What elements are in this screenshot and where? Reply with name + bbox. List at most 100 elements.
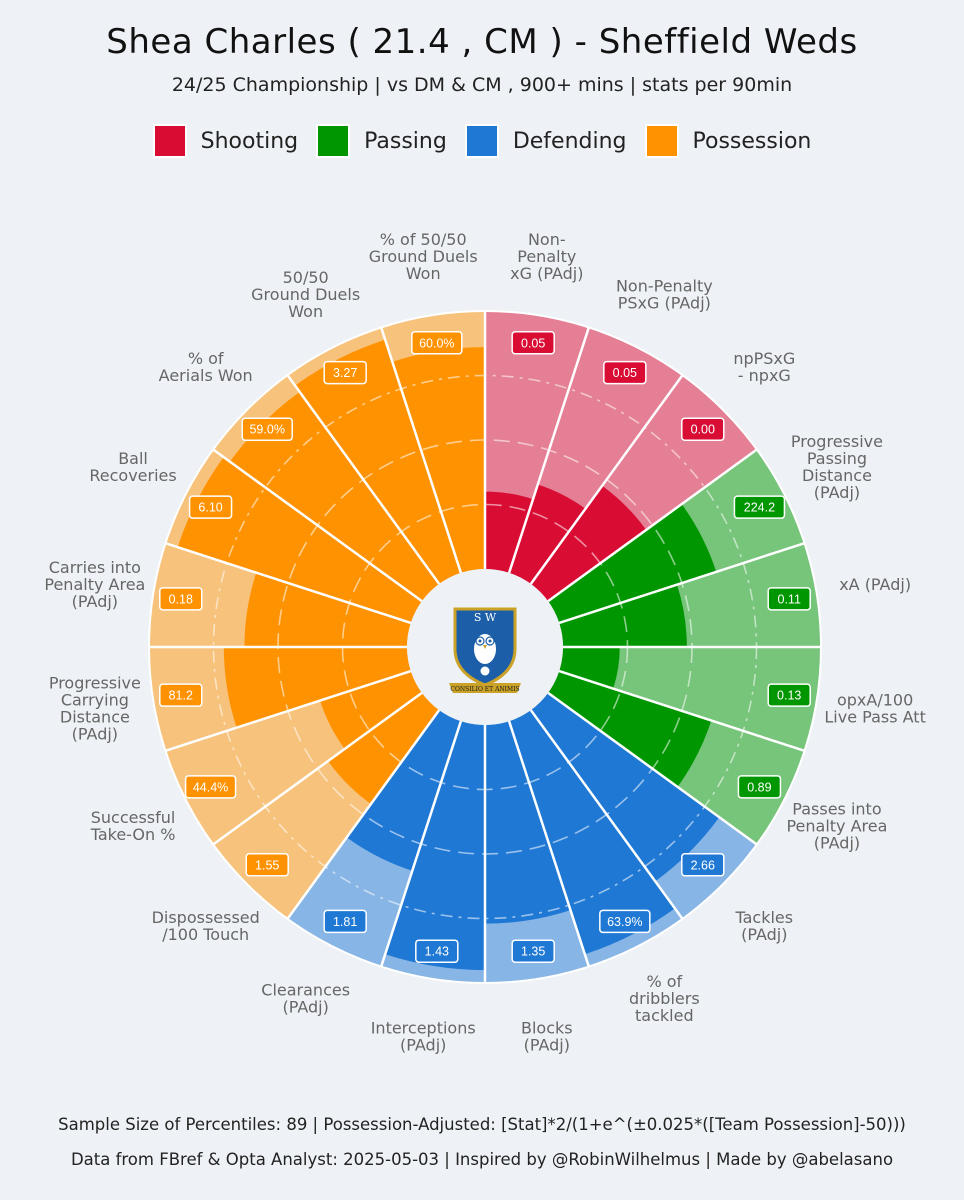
bar-ball-recoveries <box>177 457 422 623</box>
value-label-carries-into-penalty-area-padj: 0.18 <box>169 592 193 606</box>
bar-of-aerials-won <box>229 391 440 602</box>
bar-opxa-100-live-pass-att <box>559 647 620 689</box>
divider-line <box>507 720 591 967</box>
divider-line <box>558 541 805 625</box>
value-box-clearances-padj <box>323 909 367 934</box>
legend-swatch-passing <box>316 124 351 158</box>
chart-subtitle: 24/25 Championship | vs DM & CM , 900+ m… <box>171 74 793 96</box>
value-box-of-50-50-ground-duels-won <box>411 331 463 355</box>
metric-label-opxa-100-live-pass-att: opxA/100 Live Pass Att <box>824 690 925 726</box>
value-label-of-dribblers-tackled: 63.9% <box>607 915 642 929</box>
value-box-of-dribblers-tackled <box>599 909 651 934</box>
divider-line <box>547 691 758 846</box>
bar-clearances-padj <box>346 710 461 871</box>
percentile-bars <box>177 339 720 971</box>
metric-label-successful-take-on: Successful Take-On % <box>90 808 176 844</box>
value-label-of-50-50-ground-duels-won: 60.0% <box>419 336 454 350</box>
value-label-50-50-ground-duels-won: 3.27 <box>333 366 357 380</box>
value-label-interceptions-padj: 1.43 <box>425 945 449 959</box>
bar-interceptions-padj <box>385 721 485 971</box>
bar-dispossessed-100-touch <box>327 692 440 805</box>
legend-swatch-possession <box>644 124 679 158</box>
legend: Shooting Passing Defending Possession <box>0 124 964 158</box>
divider-line <box>558 669 805 753</box>
value-label-non-penalty-psxg-padj: 0.05 <box>613 366 637 380</box>
crest-monogram: S W <box>474 611 497 624</box>
value-box-opxa-100-live-pass-att <box>767 683 811 707</box>
metric-label-carries-into-penalty-area-padj: Carries into Penalty Area (PAdj) <box>44 558 145 611</box>
value-label-dispossessed-100-touch: 1.55 <box>255 858 279 872</box>
value-box-non-penalty-xg-padj <box>511 331 555 355</box>
bar-progressive-passing-distance-padj <box>548 504 717 623</box>
legend-label-shooting: Shooting <box>200 128 299 154</box>
metric-label-tackles-padj: Tackles (PAdj) <box>734 908 793 944</box>
value-label-ball-recoveries: 6.10 <box>198 501 222 515</box>
value-box-of-aerials-won <box>241 417 293 441</box>
legend-label-passing: Passing <box>364 128 447 154</box>
legend-item-possession: Possession <box>644 124 812 158</box>
bar-tackles-padj <box>530 692 720 882</box>
value-label-successful-take-on: 44.4% <box>193 780 228 794</box>
bar-of-dribblers-tackled <box>509 710 675 955</box>
value-box-nppsxg-npxg <box>681 417 725 441</box>
value-label-tackles-padj: 2.66 <box>691 858 715 872</box>
legend-swatch-defending <box>464 124 499 158</box>
divider-line <box>507 327 591 574</box>
value-label-progressive-passing-distance-padj: 224.2 <box>744 501 775 515</box>
legend-item-shooting: Shooting <box>152 124 299 158</box>
metric-label-of-aerials-won: % of Aerials Won <box>159 349 253 385</box>
divider-line <box>212 691 423 846</box>
value-box-non-penalty-psxg-padj <box>603 360 647 385</box>
divider-line <box>212 448 423 603</box>
bar-50-50-ground-duels-won <box>295 339 461 584</box>
value-box-progressive-passing-distance-padj <box>733 495 786 519</box>
club-crest-icon: S W CONSILIO ET ANIMIS <box>407 569 563 725</box>
legend-item-defending: Defending <box>464 124 627 158</box>
value-box-carries-into-penalty-area-padj <box>159 587 203 611</box>
metric-label-dispossessed-100-touch: Dispossessed/100 Touch <box>152 908 260 944</box>
value-label-of-aerials-won: 59.0% <box>249 423 284 437</box>
divider-line <box>165 669 412 753</box>
value-box-progressive-carrying-distance-padj <box>159 683 203 707</box>
metric-label-xa-padj: xA (PAdj) <box>839 575 911 594</box>
metric-label-progressive-carrying-distance-padj: Progressive Carrying Distance (PAdj) <box>49 673 141 743</box>
legend-label-defending: Defending <box>512 128 627 154</box>
bar-xa-padj <box>559 584 687 647</box>
bar-nppsxg-npxg <box>530 485 647 602</box>
value-box-successful-take-on <box>184 775 237 799</box>
value-label-nppsxg-npxg: 0.00 <box>691 423 715 437</box>
value-box-ball-recoveries <box>188 495 233 519</box>
sector-dividers <box>148 310 822 984</box>
value-box-interceptions-padj <box>415 939 459 963</box>
metric-label-50-50-ground-duels-won: 50/50 Ground Duels Won <box>251 268 360 321</box>
metric-label-ball-recoveries: Ball Recoveries <box>89 449 176 485</box>
value-box-dispossessed-100-touch <box>245 853 289 877</box>
crest-motto: CONSILIO ET ANIMIS <box>450 686 519 693</box>
legend-swatch-shooting <box>152 124 187 158</box>
legend-label-possession: Possession <box>692 128 812 154</box>
metric-label-non-penalty-xg-padj: Non-Penalty xG (PAdj) <box>510 230 583 283</box>
divider-line <box>547 448 758 603</box>
metric-label-blocks-padj: Blocks (PAdj) <box>521 1019 573 1055</box>
divider-line <box>286 709 441 920</box>
metric-label-of-50-50-ground-duels-won: % of 50/50 Ground Duels Won <box>369 230 478 283</box>
divider-line <box>529 709 684 920</box>
metric-label-clearances-padj: Clearances (PAdj) <box>261 980 350 1016</box>
metric-labels: Non-Penalty xG (PAdj) Non-Penalty PSxG (PAd… <box>44 230 925 1055</box>
value-label-non-penalty-xg-padj: 0.05 <box>521 336 545 350</box>
value-label-clearances-padj: 1.81 <box>333 915 357 929</box>
value-box-tackles-padj <box>681 853 725 877</box>
value-label-xa-padj: 0.11 <box>778 592 801 606</box>
value-label-passes-into-penalty-area-padj: 0.89 <box>747 780 771 794</box>
value-box-xa-padj <box>767 587 811 611</box>
bar-blocks-padj <box>485 721 571 924</box>
bar-successful-take-on <box>320 671 422 749</box>
divider-line <box>379 720 463 967</box>
footer-note-sample: Sample Size of Percentiles: 89 | Possess… <box>58 1115 906 1134</box>
metric-label-interceptions-padj: Interceptions (PAdj) <box>371 1019 476 1055</box>
value-box-50-50-ground-duels-won <box>323 360 367 385</box>
bar-non-penalty-xg-padj <box>485 491 534 573</box>
metric-label-nppsxg-npxg: npPSxG - npxG <box>733 349 795 385</box>
divider-line <box>529 374 684 585</box>
